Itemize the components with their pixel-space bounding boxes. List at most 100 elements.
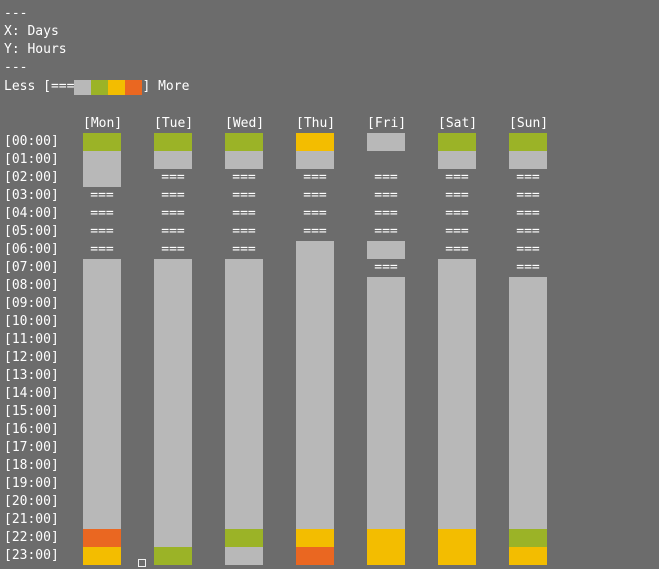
legend-swatch <box>108 79 126 95</box>
hour-label: [00:00] <box>4 134 59 149</box>
zero-marker: === <box>445 206 469 221</box>
hour-label: [09:00] <box>4 296 59 311</box>
heatmap-block <box>83 457 121 475</box>
hour-label: [22:00] <box>4 530 59 545</box>
heatmap-cell-level-1 <box>154 331 225 349</box>
heatmap-cell-level-1 <box>438 439 509 457</box>
heatmap-cell-level-1 <box>225 547 296 565</box>
heatmap-row: [13:00] <box>4 367 659 385</box>
heatmap-cell-zero: === <box>225 169 296 187</box>
heatmap-cell-zero: === <box>225 223 296 241</box>
heatmap-row: [19:00] <box>4 475 659 493</box>
heatmap-block <box>509 295 547 313</box>
heatmap-row: [21:00] <box>4 511 659 529</box>
heatmap-cell-level-1 <box>367 439 438 457</box>
heatmap-block <box>154 259 192 277</box>
heatmap-block <box>225 349 263 367</box>
heatmap-block <box>225 385 263 403</box>
heatmap-block <box>83 421 121 439</box>
heatmap-cell-level-2 <box>154 133 225 151</box>
heatmap-block <box>83 277 121 295</box>
zero-marker: === <box>90 242 114 257</box>
heatmap-cell-level-1 <box>154 349 225 367</box>
heatmap-cell-zero: === <box>296 187 367 205</box>
heatmap-cell-zero: === <box>438 205 509 223</box>
heatmap-block <box>225 151 263 169</box>
heatmap-cell-zero: === <box>509 259 580 277</box>
heatmap-cell-level-2 <box>225 529 296 547</box>
heatmap-cell-zero: === <box>438 223 509 241</box>
heatmap-block <box>509 511 547 529</box>
heatmap-row: [07:00] === === <box>4 259 659 277</box>
heatmap-cell-level-1 <box>438 403 509 421</box>
heatmap-cell-level-1 <box>438 421 509 439</box>
heatmap-cell-level-1 <box>509 295 580 313</box>
heatmap-block <box>509 493 547 511</box>
heatmap-cell-level-1 <box>438 457 509 475</box>
heatmap-block <box>438 277 476 295</box>
hour-label: [06:00] <box>4 242 59 257</box>
heatmap-block <box>296 367 334 385</box>
heatmap-block <box>83 133 121 151</box>
heatmap-block <box>296 277 334 295</box>
heatmap-block <box>509 439 547 457</box>
heatmap-cell-level-1 <box>367 493 438 511</box>
heatmap-cell-level-1 <box>509 475 580 493</box>
heatmap-block <box>154 493 192 511</box>
zero-marker: === <box>516 188 540 203</box>
heatmap-cell-level-1 <box>225 295 296 313</box>
heatmap-cell-level-1 <box>367 421 438 439</box>
heatmap-cell-level-1 <box>83 151 154 169</box>
heatmap-cell-level-1 <box>509 385 580 403</box>
heatmap-grid: [00:00] [01:00] [02:00] === === === === === ===[… <box>4 133 659 565</box>
heatmap-cell-level-1 <box>154 493 225 511</box>
heatmap-block <box>509 475 547 493</box>
heatmap-row: [06:00] === === === === === <box>4 241 659 259</box>
hour-label: [15:00] <box>4 404 59 419</box>
heatmap-block <box>225 511 263 529</box>
zero-marker: === <box>445 170 469 185</box>
heatmap-cell-level-1 <box>83 403 154 421</box>
heatmap-block <box>509 529 547 547</box>
heatmap-cell-level-1 <box>509 493 580 511</box>
heatmap-cell-level-1 <box>367 349 438 367</box>
heatmap-block <box>83 259 121 277</box>
heatmap-cell-level-1 <box>509 367 580 385</box>
heatmap-cell-level-1 <box>438 367 509 385</box>
heatmap-cell-zero: === <box>154 241 225 259</box>
heatmap-block <box>225 259 263 277</box>
heatmap-cell-level-1 <box>83 367 154 385</box>
heatmap-cell-level-1 <box>154 457 225 475</box>
heatmap-block <box>438 511 476 529</box>
heatmap-row: [10:00] <box>4 313 659 331</box>
heatmap-cell-level-1 <box>154 277 225 295</box>
heatmap-cell-level-1 <box>296 457 367 475</box>
zero-marker: === <box>516 242 540 257</box>
heatmap-row: [14:00] <box>4 385 659 403</box>
heatmap-block <box>367 493 405 511</box>
heatmap-cell-level-1 <box>367 403 438 421</box>
heatmap-block <box>367 241 405 259</box>
heatmap-block <box>296 511 334 529</box>
legend-swatches <box>74 79 143 95</box>
heatmap-block <box>154 313 192 331</box>
zero-marker: === <box>374 188 398 203</box>
heatmap-cell-level-3 <box>367 547 438 565</box>
heatmap-row: [11:00] <box>4 331 659 349</box>
hour-label: [01:00] <box>4 152 59 167</box>
heatmap-block <box>296 493 334 511</box>
zero-marker: === <box>90 188 114 203</box>
heatmap-row: [00:00] <box>4 133 659 151</box>
heatmap-block <box>154 151 192 169</box>
heatmap-row: [09:00] <box>4 295 659 313</box>
y-axis-label: Y: Hours <box>4 42 67 57</box>
heatmap-cell-level-1 <box>83 313 154 331</box>
heatmap-block <box>225 421 263 439</box>
heatmap-row: [05:00] === === === === === === === <box>4 223 659 241</box>
heatmap-cell-zero: === <box>509 205 580 223</box>
zero-marker: === <box>232 224 256 239</box>
heatmap-block <box>509 457 547 475</box>
heatmap-cell-level-1 <box>509 349 580 367</box>
heatmap-cell-zero: === <box>367 259 438 277</box>
heatmap-cell-blank <box>367 151 438 169</box>
